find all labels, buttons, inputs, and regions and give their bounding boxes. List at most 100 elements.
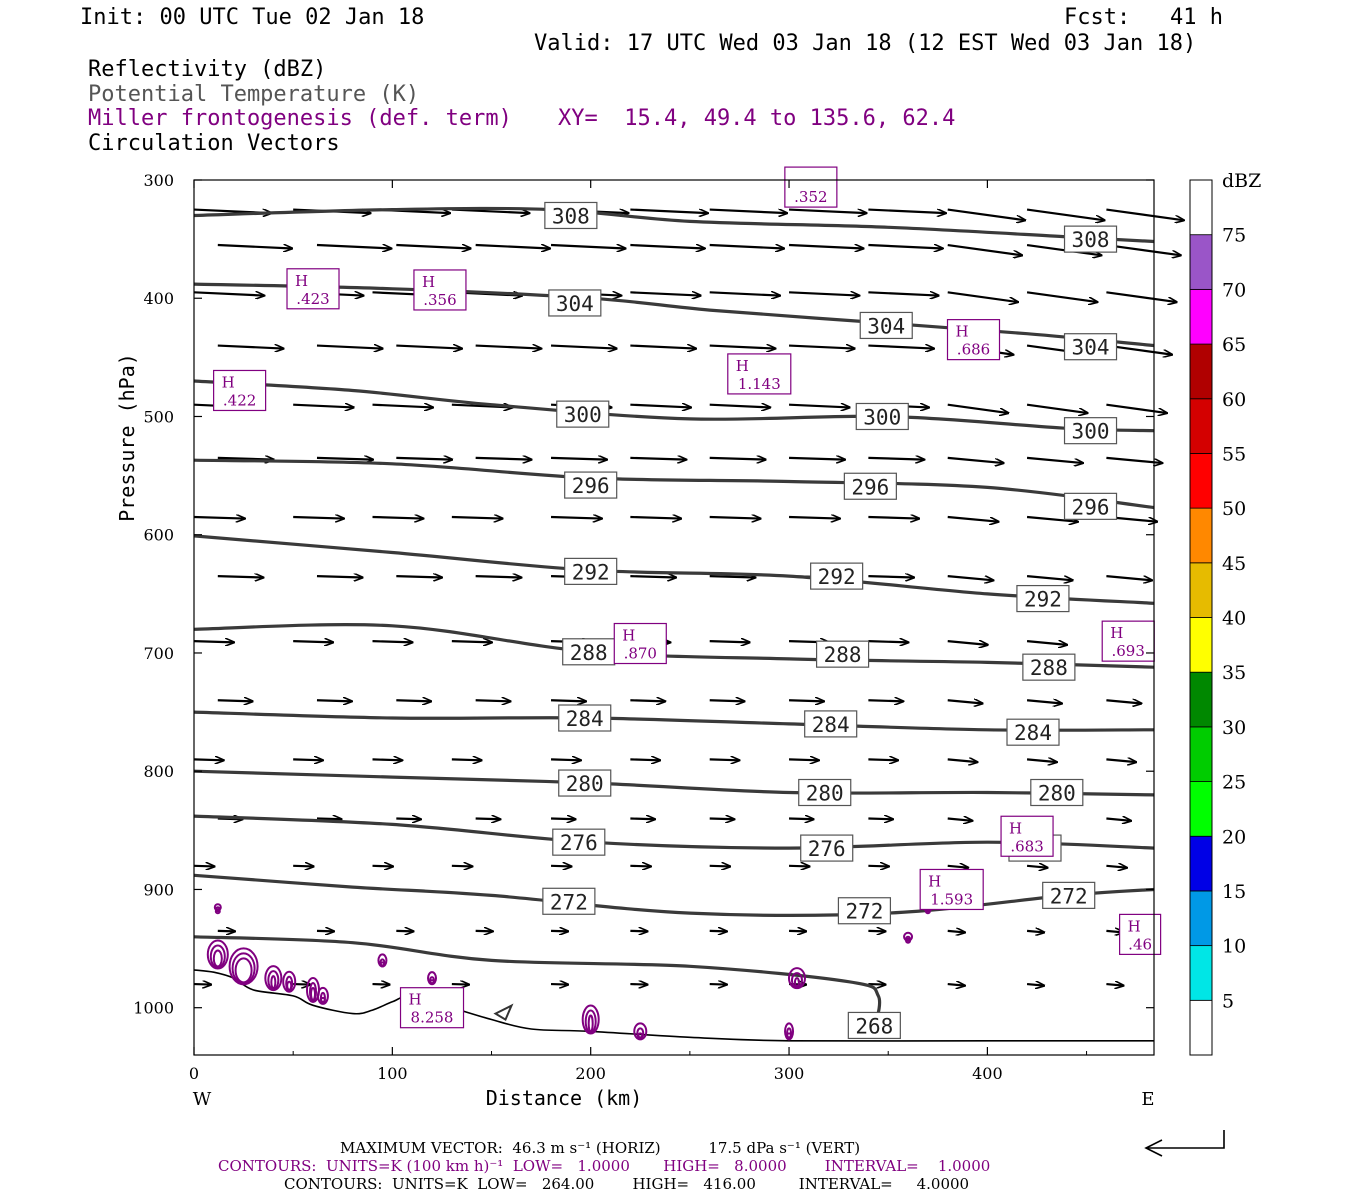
field-vectors: Circulation Vectors [88, 131, 340, 156]
circulation-vector [947, 759, 978, 762]
theta-label-box [843, 472, 897, 500]
circulation-vector [475, 700, 511, 701]
circulation-vector [868, 243, 942, 248]
frontogenesis-max-box [399, 987, 465, 1029]
frontogenesis-max-value: 1.593 [930, 890, 973, 908]
init-time: Init: 00 UTC Tue 02 Jan 18 [80, 5, 425, 30]
circulation-vector [550, 759, 581, 760]
frontogenesis-contour [786, 1032, 793, 1039]
circulation-vector [550, 243, 625, 248]
circulation-vector [1026, 866, 1048, 868]
frontogenesis-max-box [919, 868, 984, 911]
circulation-vector [475, 243, 550, 248]
colorbar-segment [1189, 617, 1213, 673]
theta-label-box [800, 834, 854, 862]
circulation-vector [396, 346, 462, 349]
frontogenesis-contour [234, 957, 253, 984]
colorbar-tick-label: 40 [1222, 608, 1246, 630]
circulation-vector [1106, 403, 1167, 413]
circulation-vector [396, 243, 470, 248]
circulation-vector [217, 346, 284, 349]
circulation-vector [789, 759, 819, 760]
frontogenesis-max-value: .686 [957, 341, 990, 359]
frontogenesis-max-box [213, 369, 267, 412]
y-axis-label: Pressure (hPa) [115, 353, 139, 522]
circulation-vector [1106, 291, 1176, 302]
colorbar-segment [1189, 343, 1213, 400]
theta-contour-288 [193, 623, 1155, 669]
frontogenesis-contours: H.423H.356H.422H1.143H.686H.870H.693H.68… [206, 166, 1162, 1041]
frontogenesis-max-value: .352 [794, 188, 827, 206]
circulation-vector [709, 819, 735, 820]
colorbar-tick-label: 65 [1222, 334, 1246, 356]
circulation-vector [1106, 456, 1162, 463]
circulation-vector [1106, 759, 1136, 762]
colorbar-segment [1189, 835, 1213, 892]
theta-label: 272 [1050, 884, 1088, 908]
frontogenesis-max-symbol: H [422, 273, 435, 291]
circulation-vector [451, 866, 473, 867]
theta-contour-304 [193, 282, 1155, 348]
circulation-vector [709, 759, 740, 760]
colorbar-tick-label: 35 [1222, 662, 1246, 684]
colorbar-tick-label: 55 [1222, 443, 1246, 465]
circulation-vector [316, 931, 334, 932]
theta-label: 288 [1030, 656, 1068, 680]
circulation-vector [630, 243, 704, 248]
circulation-vector [709, 292, 780, 295]
circulation-vector [1026, 575, 1073, 580]
frontogenesis-max-box [946, 319, 1001, 361]
circulation-vector [1026, 456, 1083, 463]
theta-label: 296 [572, 474, 610, 498]
theta-label-box [564, 471, 618, 499]
circulation-vector [451, 641, 492, 642]
theta-label: 304 [1072, 336, 1110, 360]
colorbar-tick-label: 45 [1222, 553, 1246, 575]
circulation-vector [475, 931, 493, 932]
circulation-vector [293, 641, 333, 642]
frontogenesis-contour [212, 949, 223, 968]
circulation-vector [947, 243, 1022, 255]
frontogenesis-max-box [784, 166, 838, 208]
frontogenesis-max-value: .422 [223, 391, 256, 409]
circulation-vector [947, 456, 1004, 463]
circulation-vector [947, 291, 1018, 302]
colorbar-segment [1189, 179, 1213, 236]
circulation-vector [1106, 575, 1152, 580]
circulation-vector [293, 866, 314, 867]
frontogenesis-max-box [413, 269, 467, 311]
frontogenesis-max-box [727, 353, 792, 395]
frontogenesis-max-symbol: H [956, 323, 969, 341]
circulation-vector [709, 405, 771, 408]
colorbar-tick-label: 20 [1222, 826, 1246, 848]
circulation-vector [788, 346, 855, 349]
theta-contour-284 [193, 710, 1155, 732]
circulation-vector [630, 759, 660, 760]
circulation-vector [709, 641, 750, 642]
circulation-vector [630, 208, 707, 214]
circulation-vector [788, 208, 866, 214]
frontogenesis-contour [905, 937, 912, 944]
circulation-vector [1026, 931, 1044, 933]
frontogenesis-max-value: .870 [624, 645, 657, 663]
theta-contour-276 [193, 814, 1155, 850]
reflectivity-colorbar: 5 10 15 20 25 30 35 40 45 50 55 60 65 70 75 dBZ [1189, 170, 1261, 1056]
circulation-vector [372, 866, 394, 867]
circulation-vector [550, 984, 568, 985]
colorbar-segment [1189, 507, 1213, 564]
theta-label-box [815, 640, 870, 668]
circulation-vector [396, 576, 442, 577]
colorbar-tick-label: 75 [1222, 225, 1246, 247]
circulation-vector [550, 931, 568, 932]
frontogenesis-max-symbol: H [1128, 917, 1141, 935]
y-tick-label: 900 [143, 880, 174, 899]
theta-label-box [558, 704, 612, 732]
theta-label-box [1006, 718, 1060, 746]
circulation-vector [709, 243, 784, 248]
frontogenesis-max-symbol: H [1009, 819, 1022, 837]
theta-label: 280 [566, 772, 604, 796]
frontogenesis-max-box [613, 622, 667, 665]
frontogenesis-contour [587, 1014, 594, 1033]
circulation-vector [630, 576, 676, 577]
circulation-vector [316, 819, 342, 820]
